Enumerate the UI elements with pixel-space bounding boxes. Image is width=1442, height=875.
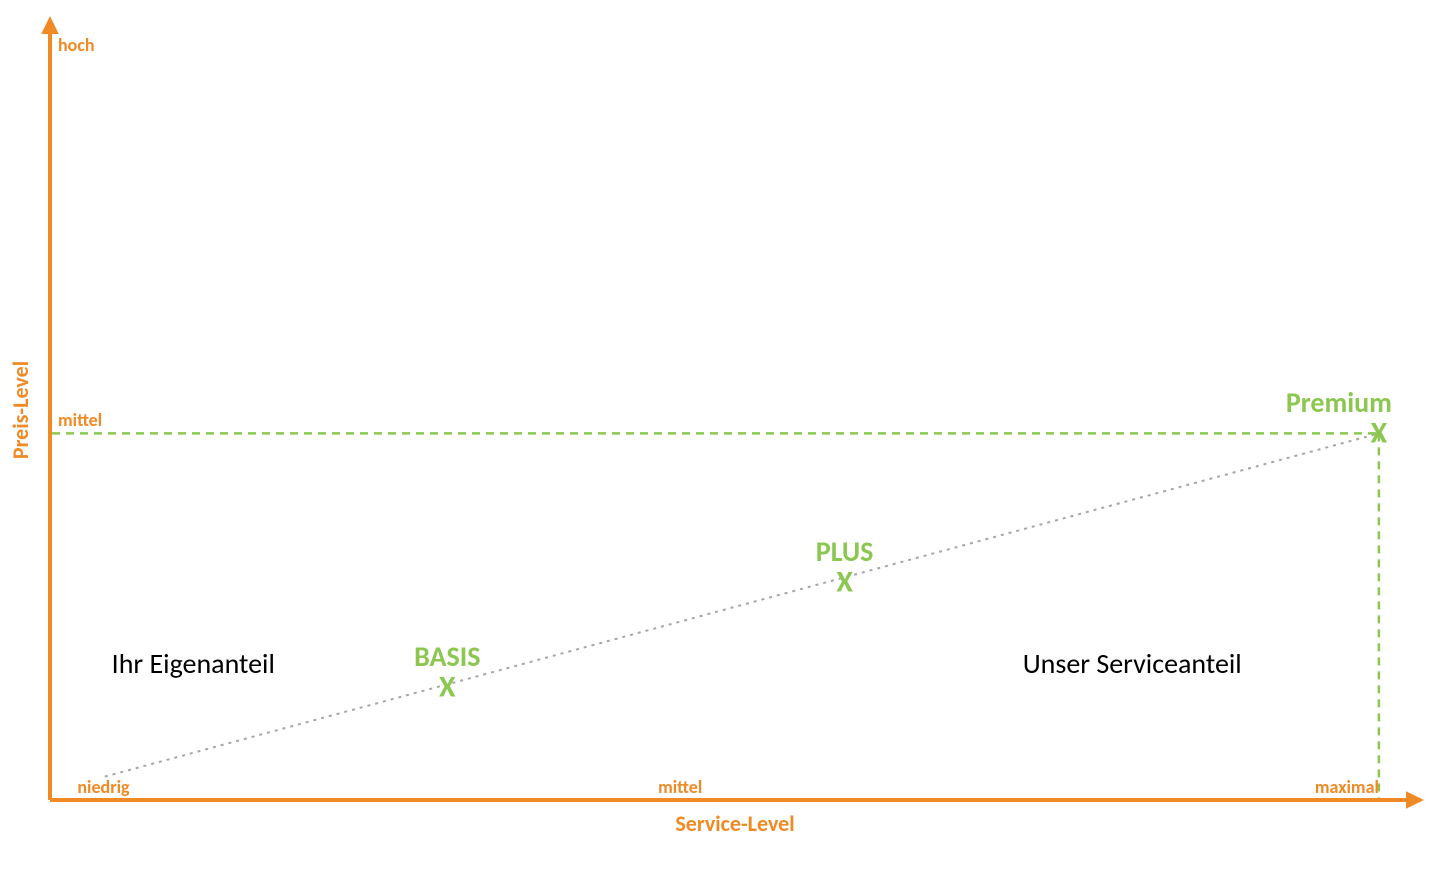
x-tick-2: maximal	[1315, 776, 1379, 798]
x-tick-0: niedrig	[77, 776, 129, 798]
region-label-eigenanteil: Ihr Eigenanteil	[112, 646, 275, 681]
x-axis-title: Service-Level	[675, 810, 794, 837]
y-tick-1: mittel	[58, 409, 102, 431]
point-label-basis: BASIS	[414, 639, 480, 674]
chart-svg	[0, 0, 1442, 870]
point-marker-plus: X	[836, 563, 853, 600]
point-label-plus: PLUS	[816, 534, 874, 569]
point-label-premium: Premium	[1286, 385, 1392, 420]
y-tick-0: hoch	[58, 34, 95, 56]
point-marker-basis: X	[439, 668, 456, 705]
point-marker-premium: X	[1371, 415, 1388, 452]
price-service-chart: niedrig mittel maximal hoch mittel Service-Le…	[0, 0, 1442, 870]
y-axis-title: Preis-Level	[7, 361, 34, 459]
region-label-serviceanteil: Unser Serviceanteil	[1023, 646, 1242, 681]
x-tick-1: mittel	[658, 776, 702, 798]
